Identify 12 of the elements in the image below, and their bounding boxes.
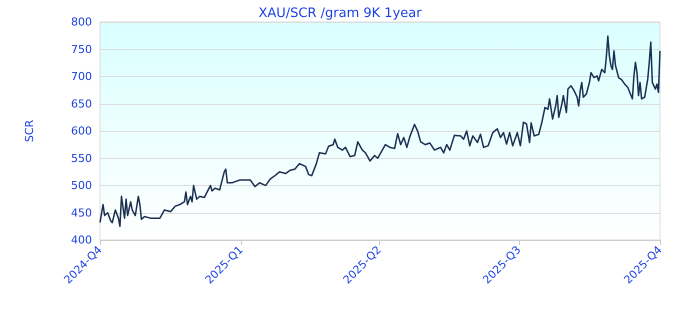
- y-tick-label: 700: [71, 70, 92, 83]
- y-tick-label: 450: [71, 206, 92, 220]
- y-tick-label: 750: [71, 42, 92, 56]
- y-tick-label: 650: [71, 97, 92, 110]
- y-tick-label: 550: [71, 152, 92, 165]
- chart-title: XAU/SCR /gram 9K 1year: [258, 6, 422, 21]
- y-tick-label: 800: [71, 16, 92, 28]
- y-axis-title: SCR: [23, 119, 36, 142]
- line-series: [99, 35, 661, 228]
- y-tick-label: 600: [71, 124, 92, 138]
- y-tick-label: 500: [71, 179, 92, 192]
- y-tick-label: 400: [71, 234, 92, 246]
